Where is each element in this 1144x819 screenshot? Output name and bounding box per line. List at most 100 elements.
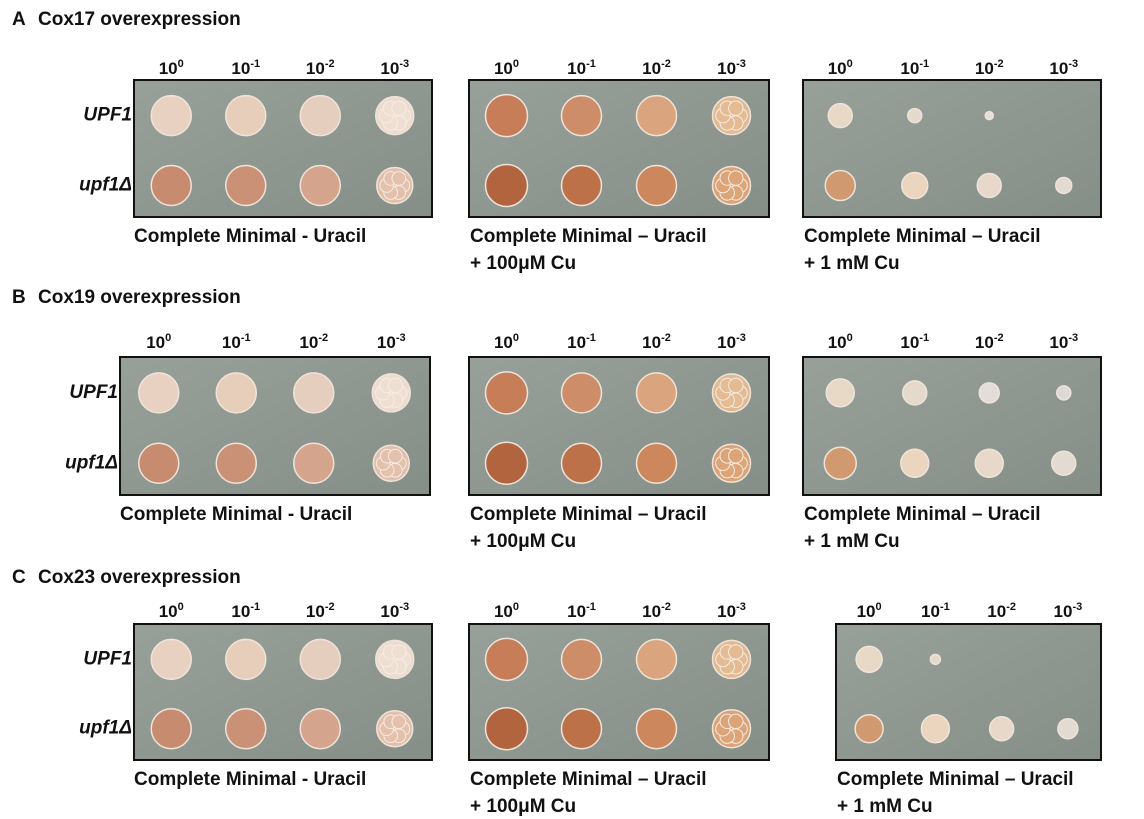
dilution-exponent: -2 <box>661 601 671 613</box>
dilution-base: 10 <box>642 59 661 78</box>
panel-title: Cox17 overexpression <box>38 9 241 30</box>
colony-spot <box>826 379 854 407</box>
plate-caption: + 100μM Cu <box>470 796 576 817</box>
dilution-base: 10 <box>494 333 513 352</box>
dilution-label: 10-2 <box>642 332 671 353</box>
colony-spot <box>151 96 191 136</box>
colony-spot <box>300 96 340 136</box>
colony-spot <box>825 170 855 200</box>
dilution-label: 10-1 <box>921 601 950 622</box>
colony-spot <box>1057 386 1071 400</box>
dilution-label: 10-1 <box>567 332 596 353</box>
dilution-label: 10-2 <box>642 58 671 79</box>
plate-caption: Complete Minimal - Uracil <box>134 226 366 247</box>
colony-spot <box>226 96 266 136</box>
dilution-base: 10 <box>900 333 919 352</box>
dilution-label: 100 <box>494 332 519 353</box>
colony-spot <box>824 447 856 479</box>
dilution-exponent: 0 <box>178 58 184 70</box>
strain-label: UPF1 <box>83 105 132 126</box>
dilution-base: 10 <box>306 59 325 78</box>
dilution-base: 10 <box>1049 59 1068 78</box>
strain-label: UPF1 <box>69 382 118 403</box>
dilution-base: 10 <box>921 602 940 621</box>
colony-spot <box>226 709 266 749</box>
dilution-exponent: -3 <box>1068 332 1078 344</box>
dilution-base: 10 <box>567 333 586 352</box>
colony-spot <box>979 383 999 403</box>
dilution-base: 10 <box>828 333 847 352</box>
dilution-label: 10-2 <box>299 332 328 353</box>
plate-caption: Complete Minimal – Uracil <box>804 226 1041 247</box>
colony-spot <box>990 717 1014 741</box>
dilution-base: 10 <box>377 333 396 352</box>
dilution-base: 10 <box>717 602 736 621</box>
dilution-label: 10-1 <box>900 332 929 353</box>
colony-spot <box>903 381 927 405</box>
dilution-label: 100 <box>159 58 184 79</box>
dilution-base: 10 <box>159 602 178 621</box>
colony-spot <box>855 715 883 743</box>
strain-label: upf1Δ <box>65 452 118 473</box>
dilution-base: 10 <box>642 602 661 621</box>
dilution-exponent: -2 <box>994 332 1004 344</box>
colony-spot <box>300 709 340 749</box>
dilution-label: 10-2 <box>975 332 1004 353</box>
dilution-base: 10 <box>494 59 513 78</box>
colony-spot <box>985 112 993 120</box>
colony-spot <box>975 449 1003 477</box>
colony-bump <box>729 714 743 728</box>
dilution-base: 10 <box>642 333 661 352</box>
colony-spot <box>486 164 528 206</box>
dilution-label: 10-1 <box>567 601 596 622</box>
dilution-label: 100 <box>494 601 519 622</box>
dilution-exponent: -2 <box>994 58 1004 70</box>
dilution-exponent: -1 <box>940 601 950 613</box>
dilution-exponent: -1 <box>586 332 596 344</box>
colony-bump <box>729 378 743 392</box>
colony-spot <box>856 646 882 672</box>
dilution-exponent: -3 <box>736 332 746 344</box>
dilution-exponent: -2 <box>325 601 335 613</box>
dilution-exponent: -1 <box>241 332 251 344</box>
figure: ACox17 overexpressionUPF1upf1Δ10010-110-… <box>0 0 1144 819</box>
dilution-exponent: 0 <box>513 58 519 70</box>
dilution-base: 10 <box>146 333 165 352</box>
panel-letter: A <box>12 9 26 30</box>
plate-caption: + 1 mM Cu <box>804 253 900 274</box>
colony-spot <box>930 654 940 664</box>
dilution-base: 10 <box>567 59 586 78</box>
dilution-exponent: 0 <box>847 332 853 344</box>
dilution-base: 10 <box>857 602 876 621</box>
colony-spot <box>151 639 191 679</box>
strain-label: upf1Δ <box>79 175 132 196</box>
dilution-base: 10 <box>306 602 325 621</box>
dilution-label: 100 <box>146 332 171 353</box>
dilution-label: 100 <box>828 58 853 79</box>
colony-spot <box>901 449 929 477</box>
colony-spot <box>637 709 677 749</box>
colony-bump <box>729 171 743 185</box>
dilution-label: 10-1 <box>567 58 596 79</box>
plate-caption: Complete Minimal - Uracil <box>134 769 366 790</box>
colony-spot <box>977 173 1001 197</box>
colony-bump <box>729 449 743 463</box>
dilution-label: 10-3 <box>377 332 406 353</box>
plate-caption: Complete Minimal – Uracil <box>470 769 707 790</box>
colony-spot <box>637 165 677 205</box>
panel-letter: C <box>12 567 26 588</box>
colony-bump <box>729 645 743 659</box>
dilution-exponent: -3 <box>1072 601 1082 613</box>
dilution-base: 10 <box>987 602 1006 621</box>
dilution-label: 100 <box>857 601 882 622</box>
dilution-exponent: 0 <box>513 332 519 344</box>
dilution-label: 10-3 <box>717 58 746 79</box>
colony-bump <box>392 101 406 115</box>
dilution-label: 10-3 <box>717 332 746 353</box>
dilution-exponent: -2 <box>318 332 328 344</box>
dilution-exponent: -1 <box>250 58 260 70</box>
dilution-base: 10 <box>494 602 513 621</box>
colony-spot <box>226 165 266 205</box>
colony-spot <box>562 96 602 136</box>
colony-spot <box>562 443 602 483</box>
